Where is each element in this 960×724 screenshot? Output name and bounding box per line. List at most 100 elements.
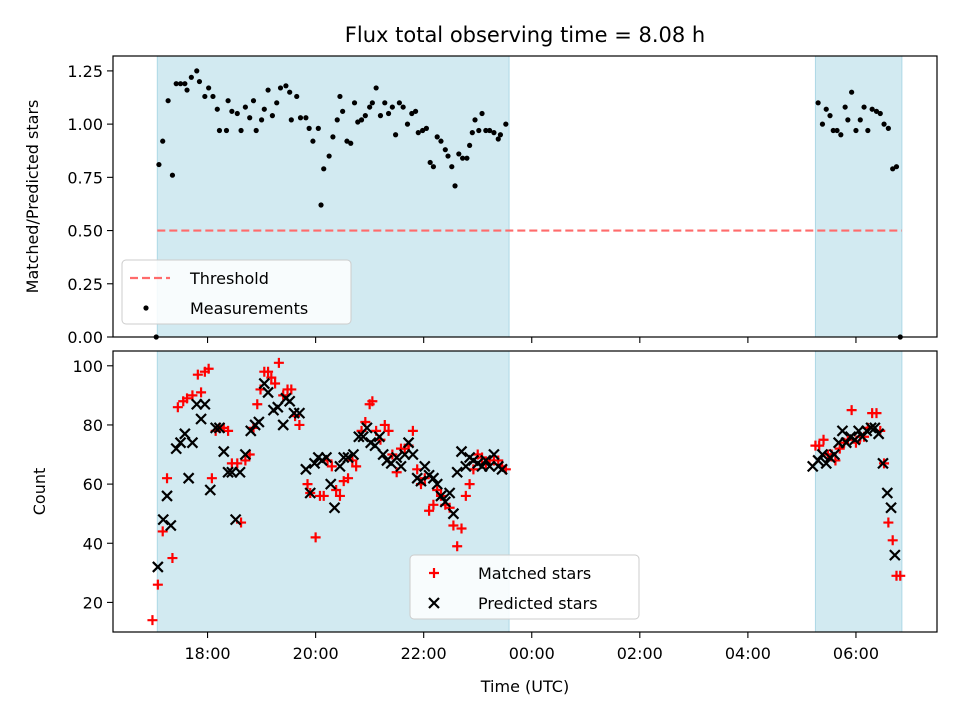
measurement-point <box>815 100 821 106</box>
measurement-point <box>873 108 880 114</box>
measurement-point <box>321 166 327 172</box>
legend-box <box>121 259 352 325</box>
measurement-point <box>265 87 271 93</box>
measurement-point <box>229 108 235 114</box>
predicted-star-point <box>357 431 369 443</box>
predicted-star-point <box>182 472 195 484</box>
matched-star-point <box>206 473 217 484</box>
matched-star-point <box>310 532 321 543</box>
x-axis-label: Time (UTC) <box>480 677 569 696</box>
y-tick-label: 60 <box>83 475 103 494</box>
matched-star-point <box>252 399 263 410</box>
matched-star-point <box>871 408 882 419</box>
matched-star-point <box>846 405 857 416</box>
matched-star-point <box>192 369 203 380</box>
predicted-star-point <box>204 484 217 496</box>
matched-star-point <box>182 393 193 404</box>
matched-star-point <box>266 372 277 383</box>
matched-star-point <box>240 455 251 466</box>
predicted-star-point <box>213 422 226 434</box>
measurement-point <box>497 132 504 138</box>
matched-star-point <box>895 570 906 581</box>
predicted-star-point <box>283 395 296 408</box>
measurement-point <box>830 127 836 134</box>
predicted-star-point <box>395 460 407 473</box>
matched-star-point <box>391 467 402 478</box>
measurement-point <box>495 136 501 142</box>
measurement-point <box>269 113 275 119</box>
y-tick-label: 100 <box>72 357 103 376</box>
measurement-point <box>362 113 368 119</box>
measurement-point <box>452 183 458 189</box>
matched-star-point <box>448 520 459 531</box>
matched-star-point <box>167 553 178 564</box>
measurement-point <box>865 127 871 134</box>
measurement-point <box>845 117 851 123</box>
measurement-point <box>377 113 384 119</box>
matched-star-point <box>152 579 163 590</box>
predicted-star-point <box>451 466 463 479</box>
predicted-star-point <box>342 451 354 464</box>
measurement-point <box>225 98 231 104</box>
measurement-point <box>853 127 859 134</box>
predicted-star-point <box>199 398 211 411</box>
measurement-point <box>472 117 478 123</box>
predicted-star-point <box>377 448 389 461</box>
measurement-point <box>202 93 208 100</box>
predicted-star-point <box>427 472 440 484</box>
matched-star-point <box>343 473 354 484</box>
predicted-star-point <box>262 386 274 399</box>
measurement-point <box>210 93 216 100</box>
measurement-point <box>479 110 485 117</box>
measurement-point <box>409 110 415 117</box>
legend-label: Threshold <box>189 269 269 288</box>
y-tick-label: 40 <box>83 534 103 553</box>
matched-star-point <box>383 425 394 436</box>
measurement-point <box>242 104 248 110</box>
y-axis-label: Count <box>30 468 49 516</box>
measurement-point <box>188 74 194 80</box>
measurement-point <box>238 127 244 134</box>
measurement-point <box>823 106 829 112</box>
predicted-star-point <box>812 454 824 467</box>
measurement-point <box>392 132 399 138</box>
y-tick-label: 20 <box>83 593 103 612</box>
predicted-star-point <box>239 448 252 461</box>
matched-star-point <box>263 366 274 377</box>
matched-star-point <box>428 499 439 510</box>
predicted-star-point <box>234 466 246 479</box>
predicted-star-point <box>186 436 199 449</box>
predicted-star-point <box>324 478 337 490</box>
x-tick-label: 20:00 <box>293 644 339 663</box>
x-tick-label: 18:00 <box>185 644 231 663</box>
axes-frame <box>112 350 938 633</box>
measurement-point <box>283 83 289 89</box>
measurement-point <box>385 110 392 117</box>
measurement-point <box>438 138 444 144</box>
predicted-star-point <box>447 507 460 520</box>
legend-label: Matched stars <box>478 564 591 583</box>
matched-star-point <box>887 535 898 546</box>
predicted-star-point <box>217 445 230 458</box>
measurement-point <box>404 121 411 127</box>
matched-star-point <box>147 615 158 626</box>
matched-star-point <box>157 526 168 537</box>
predicted-star-point <box>300 463 312 476</box>
measurement-point <box>344 138 350 144</box>
predicted-star-point <box>170 442 182 455</box>
measurement-point <box>415 130 421 136</box>
matched-star-point <box>302 479 313 490</box>
predicted-star-point <box>174 436 187 449</box>
measurement-point <box>326 153 332 159</box>
y-tick-label: 1.00 <box>67 115 103 134</box>
measurement-point <box>306 125 312 131</box>
predicted-star-point <box>165 519 177 532</box>
matched-star-point <box>172 402 183 413</box>
predicted-star-point <box>407 448 419 461</box>
measurement-point <box>890 166 896 172</box>
measurement-point <box>340 108 346 114</box>
predicted-star-point <box>195 413 207 425</box>
predicted-star-point <box>209 422 222 434</box>
measurement-point <box>893 164 900 170</box>
measurement-point <box>396 100 402 106</box>
